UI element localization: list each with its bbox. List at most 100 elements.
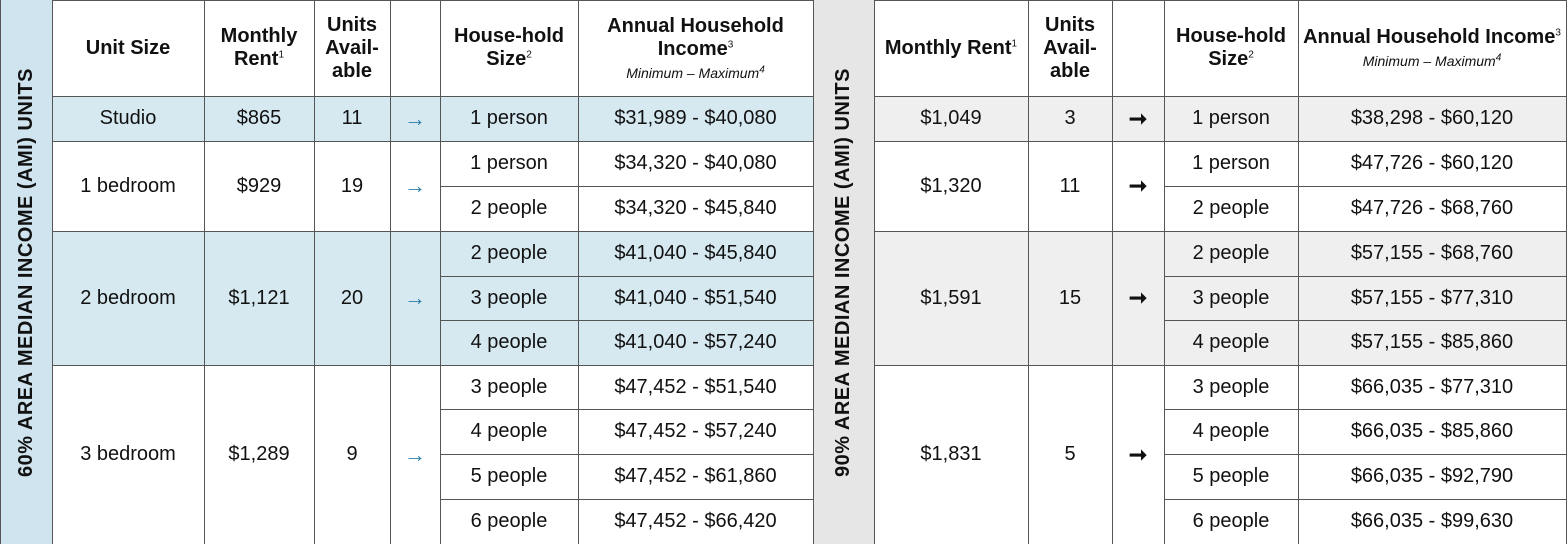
arrow-cell: ➞ xyxy=(1112,96,1164,141)
household-size-value: 2 people xyxy=(470,197,548,219)
income-range: $34,320 - $45,840 xyxy=(578,186,813,231)
household-size-value: 5 people xyxy=(1192,465,1270,487)
income-range: $66,035 - $99,630 xyxy=(1298,499,1566,544)
grid-line-vertical xyxy=(1298,0,1299,544)
unit-size-value: Studio xyxy=(99,107,157,129)
income-range: $47,452 - $61,860 xyxy=(578,454,813,499)
footnote-marker: 2 xyxy=(526,49,532,61)
grid-line-horizontal xyxy=(440,141,813,142)
header-unit-size: Unit Size xyxy=(52,0,204,96)
household-size-value: 3 people xyxy=(1192,286,1270,309)
household-size-value: 2 people xyxy=(1192,197,1270,219)
header-units-available-line: able xyxy=(1049,59,1091,82)
household-size-value: 6 people xyxy=(470,510,548,532)
income-range-value: $47,452 - $66,420 xyxy=(614,510,777,532)
income-range: $31,989 - $40,080 xyxy=(578,96,813,141)
header-annual-income-90: Annual Household Income3 Minimum – Maximu… xyxy=(1298,0,1566,96)
grid-line-horizontal xyxy=(52,231,813,232)
footnote-marker: 1 xyxy=(1011,37,1018,49)
income-range: $47,452 - $57,240 xyxy=(578,409,813,454)
household-size: 4 people xyxy=(440,320,578,365)
footnote-marker: 4 xyxy=(1495,52,1502,64)
household-size: 2 people xyxy=(440,186,578,231)
unit-size: Studio xyxy=(52,96,204,141)
tier-90-label-text: 90% AREA MEDIAN INCOME (AMI) UNITS xyxy=(832,67,854,477)
household-size-value: 5 people xyxy=(470,465,548,487)
units-available: 11 xyxy=(1028,141,1112,231)
grid-line-horizontal xyxy=(1164,365,1566,366)
household-size-value: 1 person xyxy=(1192,107,1270,129)
footnote-marker: 2 xyxy=(1248,49,1254,61)
grid-line-horizontal xyxy=(1164,186,1566,187)
income-range-value: $66,035 - $99,630 xyxy=(1350,510,1514,532)
monthly-rent: $1,121 xyxy=(204,231,314,365)
grid-line-vertical xyxy=(440,0,441,544)
income-range-value: $41,040 - $45,840 xyxy=(614,242,777,264)
units-available: 20 xyxy=(314,231,390,365)
income-range: $57,155 - $68,760 xyxy=(1298,231,1566,276)
monthly-rent: $1,049 xyxy=(874,96,1028,141)
tier-90-label: 90% AREA MEDIAN INCOME (AMI) UNITS xyxy=(813,0,874,544)
grid-line-horizontal xyxy=(52,0,813,1)
household-size-value: 2 people xyxy=(470,242,548,264)
grid-line-horizontal xyxy=(440,320,813,321)
grid-line-horizontal xyxy=(440,499,813,500)
household-size: 1 person xyxy=(1164,141,1298,186)
income-range: $47,726 - $68,760 xyxy=(1298,186,1566,231)
income-range-value: $34,320 - $40,080 xyxy=(614,152,777,174)
income-range-value: $31,989 - $40,080 xyxy=(614,107,777,129)
header-household-size-90: House-hold Size2 xyxy=(1164,0,1298,96)
monthly-rent-value: $1,289 xyxy=(228,443,290,465)
household-size: 3 people xyxy=(1164,365,1298,409)
unit-size: 1 bedroom xyxy=(52,141,204,231)
grid-line-vertical xyxy=(1112,0,1113,544)
household-size: 1 person xyxy=(440,96,578,141)
footnote-marker: 1 xyxy=(278,49,284,61)
income-range-value: $66,035 - $92,790 xyxy=(1350,465,1514,487)
income-range: $34,320 - $40,080 xyxy=(578,141,813,186)
header-household-size-label: House-hold Size xyxy=(454,25,564,70)
arrow-cell: → xyxy=(390,141,440,231)
grid-line-vertical xyxy=(314,0,315,544)
grid-line-vertical xyxy=(578,0,579,544)
income-range-value: $47,726 - $68,760 xyxy=(1350,197,1514,219)
units-available-value: 9 xyxy=(346,443,358,465)
household-size-value: 2 people xyxy=(1192,242,1270,264)
units-available: 5 xyxy=(1028,365,1112,544)
household-size: 5 people xyxy=(440,454,578,499)
income-range-value: $57,155 - $68,760 xyxy=(1350,242,1514,264)
footnote-marker: 4 xyxy=(759,64,765,76)
household-size: 1 person xyxy=(440,141,578,186)
grid-line-vertical xyxy=(874,0,875,544)
right-arrow-icon: → xyxy=(404,173,426,199)
income-range-value: $38,298 - $60,120 xyxy=(1350,107,1514,129)
grid-line-horizontal xyxy=(440,186,813,187)
unit-size: 3 bedroom xyxy=(52,365,204,544)
header-units-available-90: Units Avail-able xyxy=(1028,0,1112,96)
header-units-available-line: Units xyxy=(327,13,377,36)
income-range-value: $34,320 - $45,840 xyxy=(614,197,777,219)
income-range: $38,298 - $60,120 xyxy=(1298,96,1566,141)
arrow-cell: ➞ xyxy=(1112,231,1164,365)
header-household-size-60: House-hold Size2 xyxy=(440,0,578,96)
grid-line-horizontal xyxy=(440,276,813,277)
monthly-rent: $1,831 xyxy=(874,365,1028,544)
income-range: $47,452 - $51,540 xyxy=(578,365,813,409)
household-size-value: 4 people xyxy=(1192,331,1270,353)
units-available-value: 19 xyxy=(340,174,364,197)
header-annual-income-60: Annual Household Income3 Minimum – Maximu… xyxy=(578,0,813,96)
income-range-value: $57,155 - $85,860 xyxy=(1350,331,1514,353)
right-arrow-icon: → xyxy=(404,441,426,467)
grid-line-vertical xyxy=(1566,0,1567,544)
arrow-cell: → xyxy=(390,96,440,141)
household-size-value: 1 person xyxy=(470,107,548,129)
units-available: 15 xyxy=(1028,231,1112,365)
right-arrow-icon: ➞ xyxy=(1128,105,1148,131)
right-arrow-icon: → xyxy=(404,285,426,311)
header-monthly-rent-label: Monthly Rent xyxy=(884,36,1012,59)
household-size: 2 people xyxy=(440,231,578,276)
household-size: 3 people xyxy=(440,365,578,409)
arrow-cell: ➞ xyxy=(1112,141,1164,231)
income-range: $57,155 - $77,310 xyxy=(1298,276,1566,320)
income-range: $47,452 - $66,420 xyxy=(578,499,813,544)
